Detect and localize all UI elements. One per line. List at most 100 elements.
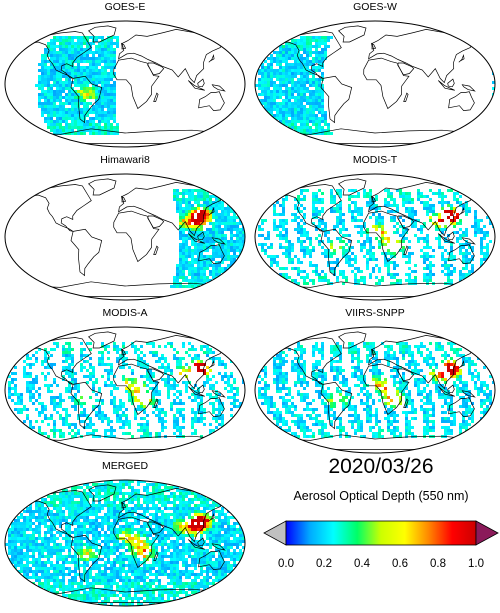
map-panel-goes-w: GOES-W [250, 0, 500, 153]
landmass-southAmerica [320, 228, 353, 277]
landmass-greenland [338, 25, 367, 43]
landmass-borneo [447, 231, 455, 241]
landmass-eurasia [368, 182, 474, 237]
landmass-southAmerica [70, 75, 103, 124]
colorbar-tick: 0.2 [316, 558, 332, 570]
panel-title: MERGED [101, 460, 149, 472]
landmass-southAmerica [70, 228, 103, 277]
landmass-eurasia [368, 29, 474, 84]
landmass-antarctica [25, 128, 224, 144]
landmass-africa [363, 57, 410, 110]
landmass-madagascar [153, 245, 159, 255]
landmass-uk [371, 348, 377, 356]
landmass-newguinea [211, 237, 226, 245]
landmass-japan [458, 54, 465, 63]
landmass-newguinea [461, 84, 476, 92]
landmass-australia [198, 550, 225, 570]
landmass-uk [121, 195, 127, 203]
landmass-japan [208, 360, 215, 369]
map-border [254, 326, 496, 454]
colorbar-title: Aerosol Optical Depth (550 nm) [293, 489, 469, 503]
colorbar-tick: 0.8 [430, 558, 446, 570]
aod-field [8, 342, 245, 438]
landmass-borneo [197, 78, 205, 88]
landmass-arabia [147, 368, 165, 382]
panel-title: GOES-E [104, 1, 146, 13]
landmass-northAmerica [279, 31, 342, 79]
landmass-arabia [147, 215, 165, 229]
panel-title: Himawari8 [100, 154, 150, 166]
landmass-antarctica [25, 434, 224, 450]
date-label: 2020/03/26 [328, 455, 434, 478]
landmass-greenland [88, 178, 117, 196]
landmass-australia [198, 91, 225, 111]
landmass-greenland [338, 178, 367, 196]
landmass-indonesia [438, 233, 455, 244]
landmass-australia [198, 397, 225, 417]
map-border [4, 173, 246, 301]
landmass-indonesia [188, 233, 205, 244]
map-border [254, 20, 496, 148]
map-panel-goes-e: GOES-E [0, 0, 250, 153]
landmass-eurasia [118, 29, 224, 84]
world-map [254, 326, 496, 454]
landmass-africa [113, 210, 160, 263]
aod-field [258, 342, 495, 438]
world-map [4, 326, 246, 454]
landmass-arabia [397, 215, 415, 229]
landmass-arabia [397, 368, 415, 382]
landmass-japan [458, 207, 465, 216]
landmass-arabia [147, 62, 165, 76]
world-map [254, 20, 496, 148]
panel-title: MODIS-T [352, 154, 398, 166]
map-panel-merged: MERGED [0, 459, 250, 612]
landmass-madagascar [153, 398, 159, 408]
landmass-africa [363, 210, 410, 263]
landmass-indonesia [188, 80, 205, 91]
landmass-antarctica [25, 281, 224, 297]
world-map [254, 173, 496, 301]
map-border [4, 20, 246, 148]
landmass-australia [448, 397, 475, 417]
landmass-southAmerica [320, 75, 353, 124]
landmass-uk [121, 42, 127, 50]
landmass-africa [113, 516, 160, 569]
landmass-japan [208, 207, 215, 216]
landmass-northAmerica [29, 31, 92, 79]
map-border [254, 173, 496, 301]
landmass-madagascar [403, 398, 409, 408]
landmass-australia [198, 244, 225, 264]
landmass-japan [208, 513, 215, 522]
landmass-uk [121, 348, 127, 356]
world-map [4, 479, 246, 607]
landmass-southAmerica [320, 381, 353, 430]
map-border [4, 326, 246, 454]
colorbar [263, 520, 499, 546]
landmass-greenland [338, 331, 367, 349]
landmass-indonesia [188, 539, 205, 550]
coastlines [275, 178, 488, 297]
aod-field [258, 189, 495, 285]
landmass-newguinea [211, 84, 226, 92]
landmass-northAmerica [29, 337, 92, 385]
landmass-greenland [88, 331, 117, 349]
landmass-borneo [197, 231, 205, 241]
landmass-northAmerica [29, 184, 92, 232]
landmass-eurasia [118, 182, 224, 237]
colorbar-tick: 1.0 [468, 558, 484, 570]
landmass-borneo [447, 384, 455, 394]
landmass-northAmerica [279, 184, 342, 232]
landmass-eurasia [368, 335, 474, 390]
world-map [4, 20, 246, 148]
colorbar-under-triangle [263, 520, 287, 546]
landmass-southAmerica [70, 381, 103, 430]
map-panel-viirs-snpp: VIIRS-SNPP [250, 306, 500, 459]
landmass-uk [121, 501, 127, 509]
landmass-newguinea [461, 390, 476, 398]
landmass-borneo [447, 78, 455, 88]
landmass-newguinea [211, 543, 226, 551]
map-panel-modis-a: MODIS-A [0, 306, 250, 459]
colorbar-over-triangle [475, 520, 499, 546]
coastlines [275, 331, 488, 450]
colorbar-tick: 0.4 [354, 558, 370, 570]
